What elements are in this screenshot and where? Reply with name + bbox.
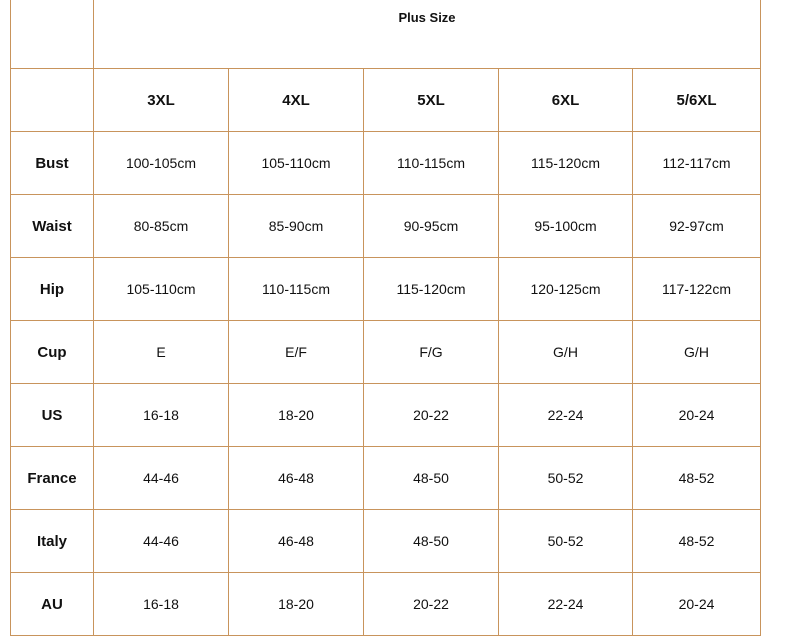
table-row: Italy 44-46 46-48 48-50 50-52 48-52: [10, 509, 761, 573]
table-cell: 100-105cm: [93, 131, 229, 195]
table-row: Cup E E/F F/G G/H G/H: [10, 320, 761, 384]
table-cell: 105-110cm: [228, 131, 364, 195]
table-cell: 20-22: [363, 572, 499, 636]
table-cell: 46-48: [228, 509, 364, 573]
table-cell: 112-117cm: [632, 131, 761, 195]
table-row: US 16-18 18-20 20-22 22-24 20-24: [10, 383, 761, 447]
column-header: 3XL: [93, 68, 229, 132]
column-header: 5/6XL: [632, 68, 761, 132]
row-label: Bust: [10, 131, 94, 195]
table-cell: E: [93, 320, 229, 384]
table-cell: 18-20: [228, 572, 364, 636]
table-cell: 44-46: [93, 446, 229, 510]
table-cell: 16-18: [93, 383, 229, 447]
column-header: 5XL: [363, 68, 499, 132]
table-cell: 92-97cm: [632, 194, 761, 258]
table-cell: 117-122cm: [632, 257, 761, 321]
table-cell: 46-48: [228, 446, 364, 510]
table-row: France 44-46 46-48 48-50 50-52 48-52: [10, 446, 761, 510]
table-cell: 16-18: [93, 572, 229, 636]
table-cell: 105-110cm: [93, 257, 229, 321]
table-cell: 48-50: [363, 509, 499, 573]
column-header: 6XL: [498, 68, 633, 132]
table-cell: 18-20: [228, 383, 364, 447]
row-label: Hip: [10, 257, 94, 321]
row-label: Cup: [10, 320, 94, 384]
table-cell: 22-24: [498, 572, 633, 636]
table-cell: 20-22: [363, 383, 499, 447]
table-cell: 22-24: [498, 383, 633, 447]
header-corner-cell: [10, 68, 94, 132]
table-cell: 95-100cm: [498, 194, 633, 258]
table-row: Bust 100-105cm 105-110cm 110-115cm 115-120cm…: [10, 131, 761, 195]
table-cell: 110-115cm: [228, 257, 364, 321]
table-cell: 120-125cm: [498, 257, 633, 321]
table-cell: 20-24: [632, 383, 761, 447]
table-title: Plus Size: [93, 0, 761, 69]
table-cell: 50-52: [498, 446, 633, 510]
row-label: US: [10, 383, 94, 447]
table-row: Hip 105-110cm 110-115cm 115-120cm 120-125cm 1…: [10, 257, 761, 321]
table-cell: 85-90cm: [228, 194, 364, 258]
size-chart-table: Plus Size 3XL 4XL 5XL 6XL 5/6XL Bust 100-…: [10, 0, 761, 636]
table-cell: G/H: [632, 320, 761, 384]
table-cell: 48-52: [632, 509, 761, 573]
corner-cell: [10, 0, 94, 69]
table-cell: 110-115cm: [363, 131, 499, 195]
table-cell: 115-120cm: [498, 131, 633, 195]
table-cell: 20-24: [632, 572, 761, 636]
row-label: France: [10, 446, 94, 510]
table-cell: 48-50: [363, 446, 499, 510]
header-row: 3XL 4XL 5XL 6XL 5/6XL: [10, 68, 761, 132]
table-cell: 80-85cm: [93, 194, 229, 258]
table-row: AU 16-18 18-20 20-22 22-24 20-24: [10, 572, 761, 636]
table-cell: F/G: [363, 320, 499, 384]
table-cell: 115-120cm: [363, 257, 499, 321]
table-cell: 44-46: [93, 509, 229, 573]
title-row: Plus Size: [10, 0, 761, 69]
table-cell: E/F: [228, 320, 364, 384]
table-cell: G/H: [498, 320, 633, 384]
table-cell: 48-52: [632, 446, 761, 510]
row-label: Waist: [10, 194, 94, 258]
row-label: AU: [10, 572, 94, 636]
table-cell: 90-95cm: [363, 194, 499, 258]
table-row: Waist 80-85cm 85-90cm 90-95cm 95-100cm 92-97c…: [10, 194, 761, 258]
column-header: 4XL: [228, 68, 364, 132]
table-cell: 50-52: [498, 509, 633, 573]
row-label: Italy: [10, 509, 94, 573]
